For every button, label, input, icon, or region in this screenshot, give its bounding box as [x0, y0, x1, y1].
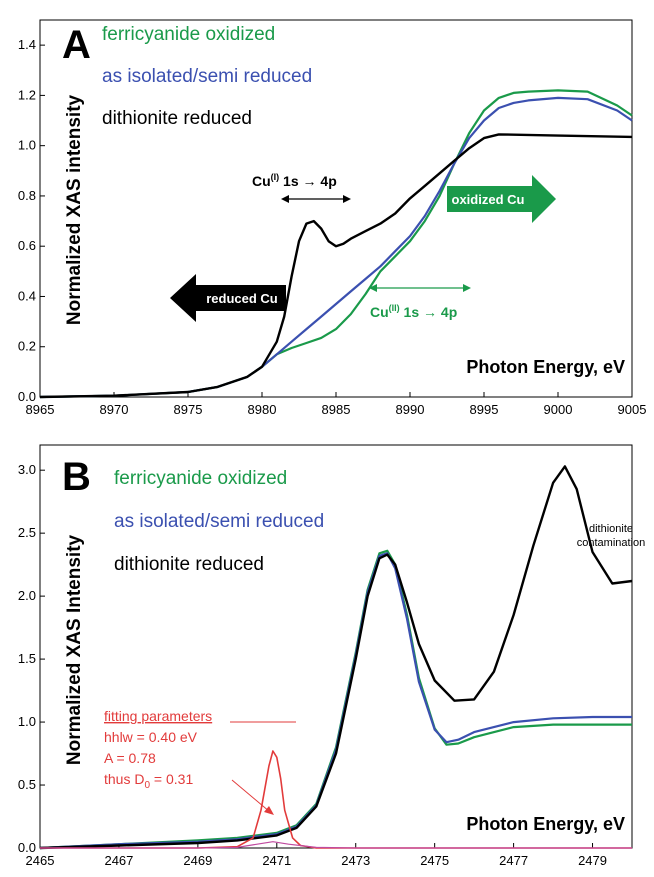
annotation-contamination-line2: contamination [577, 537, 646, 549]
panel-a-y-tick-label: 1.2 [18, 87, 36, 102]
panel-a-series-line-2 [39, 133, 633, 399]
panel-b-x-tick-label: 2477 [499, 853, 528, 868]
fitting-title: fitting parameters [104, 708, 212, 724]
panel-b-x-axis-label: Photon Energy, eV [466, 814, 625, 834]
panel-b-y-tick-label: 3.0 [18, 462, 36, 477]
oxidized-cu-arrow: oxidized Cu [447, 175, 556, 223]
annotation-cu2: Cu(II) 1s → 4p [370, 303, 457, 320]
panel-b-x-tick-label: 2469 [183, 853, 212, 868]
panel-b: 0.00.51.01.52.02.53.0 2465 2467 2469 2471 24… [18, 444, 646, 868]
annotation-cu2-double-arrow [369, 284, 471, 292]
panel-b-y-tick-label: 0.5 [18, 777, 36, 792]
panel-a-series [39, 89, 633, 399]
fitting-d0: thus D0 = 0.31 [104, 771, 193, 791]
panel-b-x-tick-label: 2475 [420, 853, 449, 868]
panel-a-legend-oxidized: ferricyanide oxidized [102, 24, 275, 45]
panel-b-letter: B [62, 455, 91, 499]
panel-b-legend-semi-reduced: as isolated/semi reduced [114, 511, 324, 532]
panel-a-x-ticks: 8965 8970 8975 8980 8985 8990 8995 9000 9005 [26, 392, 647, 417]
panel-a-x-tick-label: 8990 [396, 402, 425, 417]
panel-a: 0.0 0.2 0.4 0.6 0.8 1.0 1.2 1.4 8965 8970 8975 898… [18, 19, 647, 417]
panel-b-x-ticks: 2465 2467 2469 2471 2473 2475 2477 2479 [26, 843, 607, 868]
panel-a-y-tick-label: 1.0 [18, 138, 36, 153]
panel-a-y-axis-label: Normalized XAS intensity [64, 94, 85, 325]
panel-a-x-tick-label: 8965 [26, 402, 55, 417]
panel-a-x-tick-label: 8980 [248, 402, 277, 417]
panel-a-x-tick-label: 8985 [322, 402, 351, 417]
annotation-cu1-double-arrow [281, 195, 351, 203]
panel-b-series-line-1 [39, 552, 632, 850]
panel-b-y-tick-label: 0.0 [18, 840, 36, 855]
panel-a-series-line-1 [39, 96, 633, 399]
reduced-cu-label: reduced Cu [206, 291, 278, 306]
panel-b-plot-frame [39, 444, 633, 849]
panel-a-legend-semi-reduced: as isolated/semi reduced [102, 66, 312, 87]
panel-a-y-tick-label: 0.2 [18, 339, 36, 354]
oxidized-cu-label: oxidized Cu [452, 192, 525, 207]
panel-a-y-tick-label: 0.8 [18, 188, 36, 203]
panel-b-series-line-4 [40, 841, 632, 849]
panel-b-x-tick-label: 2467 [104, 853, 133, 868]
panel-b-x-tick-label: 2465 [26, 853, 55, 868]
panel-b-y-tick-label: 1.0 [18, 714, 36, 729]
panel-a-y-tick-label: 0.4 [18, 288, 36, 303]
fitting-hhlw: hhlw = 0.40 eV [104, 729, 198, 745]
panel-a-x-tick-label: 9000 [544, 402, 573, 417]
panel-b-x-tick-label: 2473 [341, 853, 370, 868]
panel-a-x-tick-label: 8970 [100, 402, 129, 417]
panel-a-legend-dithionite: dithionite reduced [102, 108, 252, 129]
reduced-cu-arrow: reduced Cu [170, 274, 286, 322]
panel-a-y-tick-label: 1.4 [18, 37, 36, 52]
fitting-amplitude: A = 0.78 [104, 750, 156, 766]
panel-b-y-ticks: 0.0 0.5 1.0 1.5 2.0 2.5 3.0 [18, 462, 45, 855]
fitting-pointer-line [231, 779, 271, 813]
annotation-contamination-line1: dithionite [589, 523, 633, 535]
panel-b-series-line-0 [39, 549, 632, 850]
panel-a-y-ticks: 0.0 0.2 0.4 0.6 0.8 1.0 1.2 1.4 [18, 37, 45, 404]
fitting-parameters-box: fitting parameters hhlw = 0.40 eV A = 0.… [104, 708, 296, 815]
fitting-pointer-head [264, 806, 274, 815]
panel-b-y-tick-label: 2.0 [18, 588, 36, 603]
panel-b-y-axis-label: Normalized XAS Intensity [64, 534, 85, 765]
panel-a-x-tick-label: 8995 [470, 402, 499, 417]
panel-b-x-tick-label: 2471 [262, 853, 291, 868]
panel-a-x-tick-label: 8975 [174, 402, 203, 417]
panel-b-series-line-2 [39, 465, 633, 850]
panel-b-series [39, 465, 633, 850]
panel-a-y-tick-label: 0.0 [18, 389, 36, 404]
panel-a-x-tick-label: 9005 [618, 402, 647, 417]
panel-b-x-tick-label: 2479 [578, 853, 607, 868]
annotation-cu1: Cu(I) 1s → 4p [252, 172, 337, 189]
panel-b-legend-dithionite: dithionite reduced [114, 554, 264, 575]
panel-a-letter: A [62, 23, 91, 67]
panel-a-y-tick-label: 0.6 [18, 238, 36, 253]
panel-b-y-tick-label: 1.5 [18, 651, 36, 666]
panel-b-y-tick-label: 2.5 [18, 525, 36, 540]
panel-a-x-axis-label: Photon Energy, eV [466, 357, 625, 377]
panel-b-legend-oxidized: ferricyanide oxidized [114, 468, 287, 489]
